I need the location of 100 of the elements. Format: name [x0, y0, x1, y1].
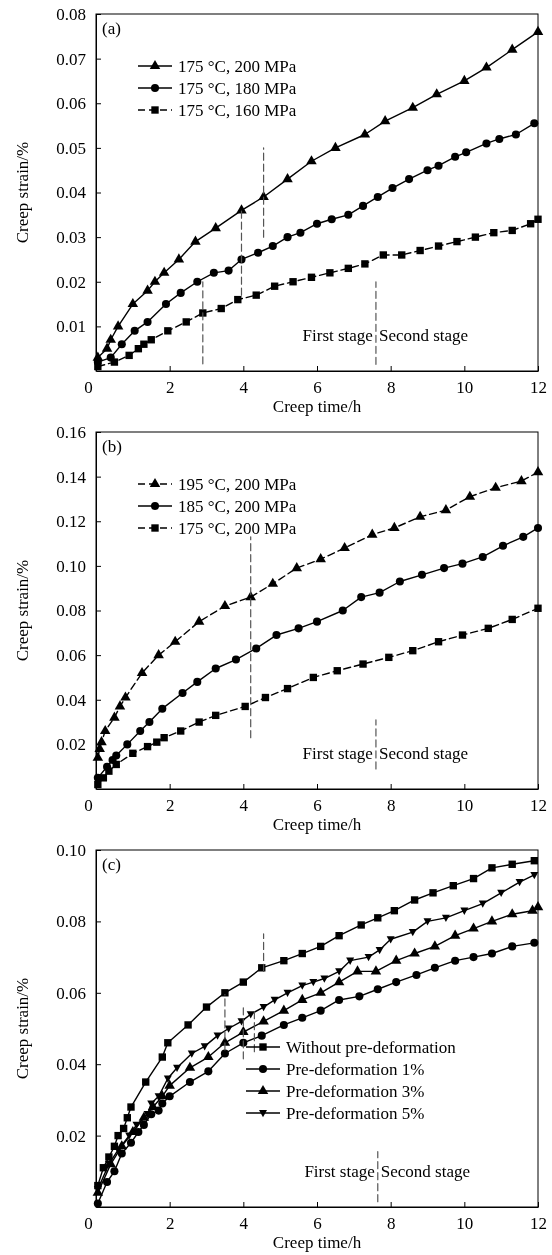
point: [105, 333, 116, 343]
point: [291, 562, 303, 572]
point: [357, 921, 365, 929]
point: [231, 655, 240, 664]
x-tick-label: 2: [165, 1214, 175, 1234]
point: [252, 644, 261, 653]
point: [142, 284, 153, 294]
point: [335, 931, 343, 940]
point: [495, 134, 504, 143]
point: [257, 1031, 266, 1040]
x-axis-title: Creep time/h: [272, 815, 362, 834]
x-axis-title: Creep time/h: [272, 397, 362, 416]
point: [193, 677, 202, 686]
point: [112, 760, 120, 769]
point: [267, 577, 279, 587]
point: [390, 954, 402, 964]
point: [296, 228, 305, 237]
point: [165, 1092, 174, 1101]
annotation: (b): [102, 437, 122, 456]
point: [101, 342, 113, 352]
point: [370, 965, 382, 975]
x-tick-label: 4: [239, 1214, 249, 1234]
point: [374, 914, 382, 922]
point: [386, 936, 395, 944]
y-tick-label: 0.16: [56, 422, 86, 442]
point: [462, 148, 471, 157]
y-tick-label: 0.03: [56, 228, 86, 248]
y-tick-label: 0.05: [56, 138, 86, 158]
point: [508, 615, 516, 624]
point: [161, 300, 171, 309]
y-tick-label: 0.10: [56, 556, 86, 576]
y-tick-label: 0.04: [56, 690, 87, 710]
point: [309, 673, 317, 682]
point: [187, 1050, 196, 1058]
point: [147, 336, 155, 344]
point: [357, 593, 366, 602]
point: [103, 1177, 112, 1187]
point: [459, 74, 470, 84]
y-tick-label: 0.12: [56, 512, 86, 532]
point: [94, 362, 102, 371]
point: [298, 1013, 307, 1022]
point: [506, 43, 518, 53]
point: [220, 1049, 229, 1058]
point: [441, 914, 450, 923]
point: [99, 724, 111, 735]
point: [339, 541, 350, 552]
point: [344, 210, 353, 219]
y-tick-label: 0.02: [56, 272, 86, 292]
point: [490, 228, 498, 237]
point: [373, 192, 382, 201]
point: [333, 667, 341, 675]
point: [532, 466, 544, 476]
y-axis-title: Creep strain/%: [13, 977, 32, 1080]
x-tick-label: 4: [239, 378, 249, 398]
point: [239, 978, 248, 986]
point: [511, 130, 520, 139]
point: [289, 278, 297, 286]
point: [534, 604, 542, 612]
point: [497, 889, 506, 898]
y-tick-label: 0.04: [56, 183, 87, 203]
point: [407, 101, 419, 111]
point: [409, 646, 417, 655]
x-tick-label: 0: [84, 1214, 93, 1234]
point: [94, 780, 102, 789]
point: [458, 559, 467, 568]
y-tick-label: 0.06: [56, 983, 86, 1003]
point: [283, 684, 292, 693]
point: [297, 993, 308, 1003]
point: [211, 664, 220, 673]
point: [209, 268, 218, 277]
point: [434, 638, 443, 646]
point: [136, 726, 145, 736]
point: [398, 251, 406, 259]
point: [364, 954, 373, 962]
point: [526, 220, 535, 228]
point: [278, 1004, 290, 1014]
point: [153, 649, 164, 659]
point: [176, 288, 185, 297]
point: [169, 635, 181, 645]
point: [153, 738, 161, 746]
point: [306, 155, 317, 165]
y-tick-label: 0.02: [56, 1126, 86, 1146]
point: [127, 297, 139, 308]
point: [252, 291, 260, 299]
point: [294, 624, 303, 633]
y-tick-label: 0.04: [56, 1055, 87, 1075]
point: [366, 528, 378, 538]
point: [469, 874, 478, 883]
point: [210, 222, 221, 232]
point: [129, 749, 137, 757]
point: [120, 691, 131, 701]
point: [163, 1075, 172, 1083]
point: [430, 963, 439, 972]
point: [410, 896, 419, 904]
point: [429, 940, 441, 950]
point: [125, 351, 133, 360]
point: [270, 996, 279, 1005]
point: [532, 25, 544, 35]
point: [117, 1149, 126, 1158]
x-tick-label: 0: [84, 378, 93, 398]
